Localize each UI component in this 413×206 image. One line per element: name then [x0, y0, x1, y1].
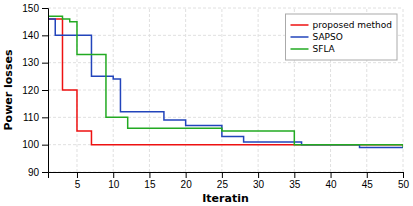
legend-swatch [291, 24, 309, 26]
x-tick: 50 [398, 172, 410, 190]
legend-swatch [291, 36, 309, 38]
y-grid-line [48, 90, 403, 91]
x-tick-label: 35 [289, 179, 301, 190]
x-tick-mark [403, 172, 404, 178]
y-tick-label: 130 [22, 57, 39, 68]
legend-swatch [291, 48, 309, 50]
legend: proposed method SAPSO SFLA [286, 14, 398, 60]
y-axis-title: Power losses [2, 49, 15, 130]
legend-label: proposed method [313, 20, 393, 30]
y-tick-label: 140 [22, 30, 39, 41]
x-tick-label: 25 [217, 179, 229, 190]
x-tick-label: 50 [398, 179, 410, 190]
x-tick-label: 10 [108, 179, 120, 190]
x-tick-label: 40 [325, 179, 337, 190]
x-tick-mark [222, 172, 223, 178]
x-tick: 25 [217, 172, 229, 190]
x-tick: 35 [289, 172, 301, 190]
y-tick-mark [42, 63, 48, 64]
x-tick: 40 [325, 172, 337, 190]
x-tick: 5 [75, 172, 81, 190]
x-axis: 5 10 15 20 25 30 35 40 45 50 [49, 172, 410, 190]
y-tick: 130 [22, 57, 48, 68]
x-tick: 30 [253, 172, 265, 190]
legend-frame [286, 14, 398, 60]
x-tick-mark [331, 172, 332, 178]
x-tick-label: 15 [144, 179, 156, 190]
x-axis-title: Iteratin [202, 192, 249, 205]
y-axis: 90 100 110 120 130 140 150 [22, 3, 48, 178]
x-tick-mark [113, 172, 114, 178]
y-grid-line [48, 117, 403, 118]
y-tick-label: 90 [28, 167, 40, 178]
x-grid-line [221, 8, 222, 172]
y-tick-mark [42, 172, 48, 173]
y-tick-label: 150 [22, 3, 39, 14]
x-tick-mark [294, 172, 295, 178]
x-tick: 45 [362, 172, 374, 190]
x-tick-mark [367, 172, 368, 178]
x-tick-label: 20 [181, 179, 193, 190]
y-tick: 100 [22, 139, 48, 150]
y-tick-label: 100 [22, 139, 39, 150]
y-tick-label: 110 [23, 112, 39, 123]
x-tick: 10 [108, 172, 120, 190]
y-tick-mark [42, 117, 48, 118]
y-tick-mark [42, 35, 48, 36]
x-tick-mark [149, 172, 150, 178]
legend-label: SAPSO [313, 32, 343, 42]
x-tick-mark [258, 172, 259, 178]
y-tick-mark [42, 8, 48, 9]
y-tick: 150 [22, 3, 48, 14]
y-grid-line [48, 8, 403, 9]
y-tick: 90 [28, 167, 48, 178]
x-tick: 15 [144, 172, 156, 190]
y-tick: 110 [23, 112, 48, 123]
y-tick-mark [42, 90, 48, 91]
grid [48, 8, 403, 172]
x-tick: 20 [181, 172, 193, 190]
y-grid-line [48, 62, 403, 63]
legend-label: SFLA [313, 44, 336, 54]
y-tick-mark [42, 145, 48, 146]
x-tick-mark [77, 172, 78, 178]
x-tick-label: 30 [253, 179, 265, 190]
x-tick-label: 45 [362, 179, 374, 190]
y-tick: 140 [22, 30, 48, 41]
x-axis-line [49, 173, 404, 179]
chart: 5 10 15 20 25 30 35 40 45 50 90 100 110 120 130 140 150 I… [0, 0, 413, 206]
y-tick: 120 [22, 85, 48, 96]
y-axis-line [42, 9, 49, 173]
y-tick-label: 120 [22, 85, 39, 96]
x-tick-label: 5 [75, 179, 81, 190]
x-tick-mark [186, 172, 187, 178]
